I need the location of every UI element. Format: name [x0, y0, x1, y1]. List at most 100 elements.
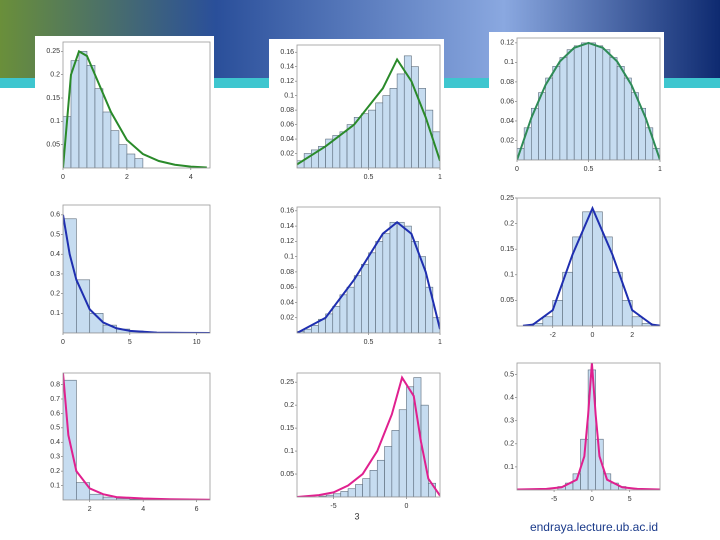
- chart: 0.05 0.1 0.15 0.2 0.25 -5 0: [269, 367, 444, 513]
- x-tick-label: 6: [195, 506, 199, 513]
- x-tick-label: 0: [591, 332, 595, 339]
- histogram-bar: [126, 153, 136, 168]
- y-tick-label: 0.06: [280, 121, 294, 128]
- x-tick-label: 2: [88, 506, 92, 513]
- histogram-bar: [573, 45, 582, 160]
- page-number: 3: [354, 511, 359, 521]
- x-tick-label: 0.5: [364, 339, 374, 346]
- density-curve: [297, 375, 440, 497]
- y-tick-label: 0.25: [500, 195, 514, 202]
- histogram-bar: [118, 144, 128, 168]
- histogram-bar: [616, 66, 625, 160]
- chart: 0.1 0.2 0.3 0.4 0.5 -5 0 5: [489, 357, 664, 506]
- histogram-bar: [369, 470, 378, 497]
- x-tick-label: 5: [128, 339, 132, 346]
- y-tick-label: 0.3: [50, 271, 60, 278]
- y-tick-label: 0.1: [504, 59, 514, 66]
- y-tick-label: 0.16: [280, 49, 294, 56]
- y-tick-label: 0.4: [50, 439, 60, 446]
- plot-border: [516, 197, 661, 327]
- histogram-bar: [552, 66, 561, 160]
- histogram-bar: [389, 88, 398, 168]
- plot-border: [296, 372, 441, 498]
- histogram-bar: [623, 77, 632, 160]
- histogram-bar: [362, 478, 371, 497]
- y-tick-label: 0.2: [504, 441, 514, 448]
- density-curve: [517, 41, 660, 160]
- histogram-bar: [333, 493, 342, 497]
- chart: 0.05 0.1 0.15 0.2 0.25 -2 0 2: [489, 192, 664, 342]
- y-tick-label: 0.05: [46, 142, 60, 149]
- histogram-bar: [89, 493, 104, 500]
- plot-area: [297, 375, 440, 497]
- y-tick-label: 0.6: [50, 410, 60, 417]
- plot-border: [516, 362, 661, 491]
- y-tick-label: 0.5: [50, 231, 60, 238]
- y-tick-label: 0.15: [500, 246, 514, 253]
- y-tick-label: 0.1: [284, 92, 294, 99]
- chart: 0.1 0.2 0.3 0.4 0.5 0.6 0.7 0.8 2 4 6: [35, 367, 214, 516]
- y-tick-label: 0.25: [46, 48, 60, 55]
- x-tick-label: 4: [141, 506, 145, 513]
- histogram-bar: [368, 252, 376, 333]
- histogram-bar: [382, 233, 391, 333]
- density-curve: [517, 363, 660, 490]
- histogram-bar: [355, 484, 363, 497]
- histogram-bar: [332, 305, 341, 333]
- y-tick-label: 0.1: [504, 464, 514, 471]
- histogram-bar: [391, 430, 400, 497]
- density-curve: [297, 57, 440, 166]
- y-tick-label: 0.2: [50, 468, 60, 475]
- density-curve: [63, 373, 210, 500]
- y-tick-label: 0.1: [50, 482, 60, 489]
- histogram-bar: [384, 446, 393, 497]
- x-tick-label: 0: [515, 166, 519, 173]
- y-tick-label: 0.06: [280, 284, 294, 291]
- chart: 0.02 0.04 0.06 0.08 0.1 0.12 0 0.5 1: [489, 32, 664, 176]
- x-tick-label: 2: [125, 174, 129, 181]
- y-tick-label: 0.2: [50, 290, 60, 297]
- x-tick-label: 1: [438, 339, 442, 346]
- histogram-bar: [411, 241, 419, 333]
- y-tick-label: 0.1: [284, 253, 294, 260]
- plot-area: [517, 363, 660, 490]
- histogram-bar: [631, 92, 639, 160]
- y-tick-label: 0.04: [500, 118, 514, 125]
- y-tick-label: 0.4: [504, 394, 514, 401]
- histogram-bar: [375, 241, 384, 333]
- x-tick-label: -5: [551, 496, 557, 503]
- histogram-bar: [361, 113, 369, 168]
- histogram-bar: [396, 73, 405, 168]
- histogram-bar: [645, 127, 654, 160]
- plot-border: [62, 372, 211, 501]
- plot-border: [296, 44, 441, 169]
- plot-area: [517, 41, 660, 160]
- histogram-bar: [353, 117, 362, 168]
- histogram-bar: [76, 482, 91, 500]
- y-tick-label: 0.2: [504, 220, 514, 227]
- x-tick-label: 0.5: [364, 174, 374, 181]
- histogram-bar: [631, 316, 643, 326]
- histogram-bar: [340, 491, 349, 497]
- histogram-bar: [346, 124, 355, 168]
- histogram-bar: [542, 316, 554, 326]
- histogram-bar: [581, 42, 589, 160]
- histogram-bar: [310, 325, 319, 333]
- y-tick-label: 0.3: [50, 454, 60, 461]
- y-tick-label: 0.15: [46, 95, 60, 102]
- y-tick-label: 0.15: [280, 425, 294, 432]
- y-tick-label: 0.04: [280, 136, 294, 143]
- histogram-bar: [523, 127, 532, 160]
- y-tick-label: 0.14: [280, 223, 294, 230]
- chart-frame: [35, 367, 214, 516]
- histogram-bar: [76, 279, 91, 333]
- histogram-bar: [346, 286, 355, 333]
- y-tick-label: 0.12: [280, 238, 294, 245]
- x-tick-label: 2: [630, 332, 634, 339]
- chart: 0.1 0.2 0.3 0.4 0.5 0.6 0 5 10: [35, 199, 214, 349]
- x-tick-label: 1: [658, 166, 662, 173]
- histogram-bar: [420, 404, 429, 497]
- histogram-bar: [376, 459, 385, 497]
- x-tick-label: 0: [61, 339, 65, 346]
